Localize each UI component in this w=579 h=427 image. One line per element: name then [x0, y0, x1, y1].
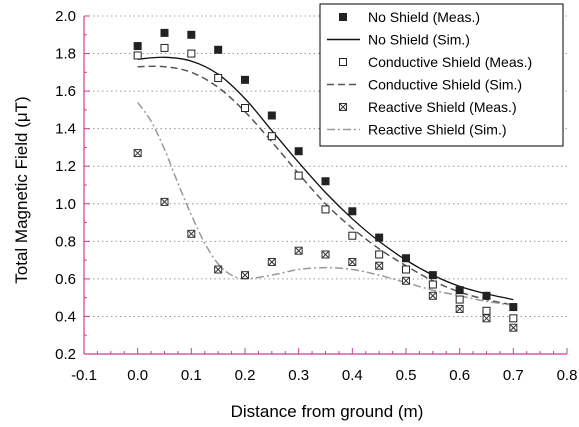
data-point [133, 42, 142, 51]
x-tick-label: 0.6 [449, 367, 470, 384]
data-point [348, 207, 357, 216]
legend-marker-swatch [339, 13, 347, 21]
data-point [348, 231, 357, 240]
data-point [455, 295, 464, 304]
data-point [375, 233, 384, 242]
data-point [402, 254, 410, 263]
data-point [482, 306, 491, 315]
data-point [321, 177, 330, 186]
data-point [133, 51, 142, 60]
series-reactive-shield-meas [133, 149, 518, 332]
series-line-conductive-shield-sim [137, 65, 514, 306]
x-tick-label: 0.1 [181, 367, 202, 384]
data-point [375, 261, 384, 270]
data-point [375, 250, 384, 259]
data-point [133, 149, 142, 158]
data-point [294, 171, 303, 180]
legend-box [319, 3, 564, 147]
y-tick-label: 0.8 [55, 233, 76, 250]
data-point [267, 257, 276, 266]
legend-marker-swatch [339, 58, 347, 66]
x-tick-label: -0.1 [71, 367, 97, 384]
legend-label: Reactive Shield (Meas.) [368, 99, 517, 115]
tick-labels: 0.2 0.4 0.6 0.8 1.0 1.2 1.4 1.6 1.8 2.0 -0.1 0.0 0.1… [55, 8, 577, 384]
data-point [455, 286, 464, 295]
data-point [187, 229, 196, 238]
x-tick-label: 0.0 [127, 367, 148, 384]
x-tick-label: 0.5 [396, 367, 417, 384]
data-point [187, 49, 196, 58]
data-point [294, 246, 303, 255]
data-point [241, 271, 249, 280]
legend-item: No Shield (Meas.) [339, 9, 480, 25]
legend-item: Conductive Shield (Sim.) [327, 77, 522, 93]
data-point [214, 73, 223, 82]
legend-label: No Shield (Meas.) [368, 9, 480, 25]
data-point [428, 291, 437, 300]
legend-item: Reactive Shield (Meas.) [339, 99, 517, 115]
data-point [241, 75, 249, 84]
legend-label: No Shield (Sim.) [368, 32, 470, 48]
legend-item: Reactive Shield (Sim.) [327, 122, 507, 138]
data-point [455, 304, 464, 313]
y-tick-label: 1.8 [55, 46, 76, 63]
data-point [509, 303, 518, 312]
y-tick-label: 0.4 [55, 308, 76, 325]
data-point [160, 197, 169, 206]
data-point [428, 271, 437, 280]
series-layer [133, 28, 518, 332]
legend-label: Conductive Shield (Sim.) [368, 77, 522, 93]
x-tick-label: 0.3 [288, 367, 309, 384]
legend: No Shield (Meas.) No Shield (Sim.) Conduct… [319, 3, 564, 147]
y-tick-label: 1.2 [55, 158, 76, 175]
y-axis-title: Total Magnetic Field (μT) [12, 96, 31, 283]
y-tick-label: 0.6 [55, 271, 76, 288]
y-tick-label: 1.0 [55, 196, 76, 213]
data-point [267, 132, 276, 141]
data-point [214, 45, 223, 54]
data-point [294, 147, 303, 156]
data-point [509, 323, 518, 332]
data-point [482, 314, 491, 323]
x-tick-label: 0.4 [342, 367, 363, 384]
data-point [402, 265, 410, 274]
data-point [160, 28, 169, 37]
axes [83, 15, 568, 355]
x-tick-label: 0.8 [557, 367, 578, 384]
x-tick-label: 0.7 [503, 367, 524, 384]
series-line-no-shield-sim [137, 56, 514, 301]
legend-label: Reactive Shield (Sim.) [368, 122, 507, 138]
data-point [187, 30, 196, 39]
data-point [348, 257, 357, 266]
x-tick-label: 0.2 [235, 367, 256, 384]
legend-item: No Shield (Sim.) [327, 32, 470, 48]
data-point [402, 276, 410, 285]
y-tick-label: 0.2 [55, 346, 76, 363]
series-line-reactive-shield-sim [137, 101, 514, 306]
data-point [321, 250, 330, 259]
data-point [321, 205, 330, 214]
x-axis-title: Distance from ground (m) [231, 402, 424, 421]
data-point [241, 104, 249, 113]
data-point [509, 314, 518, 323]
legend-item: Conductive Shield (Meas.) [339, 54, 532, 70]
series-conductive-shield-meas [133, 43, 518, 323]
legend-marker-swatch [339, 103, 347, 111]
data-point [482, 291, 491, 300]
data-point [214, 265, 223, 274]
data-point [428, 280, 437, 289]
data-point [160, 43, 169, 52]
y-tick-label: 2.0 [55, 8, 76, 25]
y-tick-label: 1.4 [55, 121, 76, 138]
data-point [267, 111, 276, 120]
y-tick-label: 1.6 [55, 83, 76, 100]
series-no-shield-meas [133, 28, 518, 312]
legend-label: Conductive Shield (Meas.) [368, 54, 532, 70]
